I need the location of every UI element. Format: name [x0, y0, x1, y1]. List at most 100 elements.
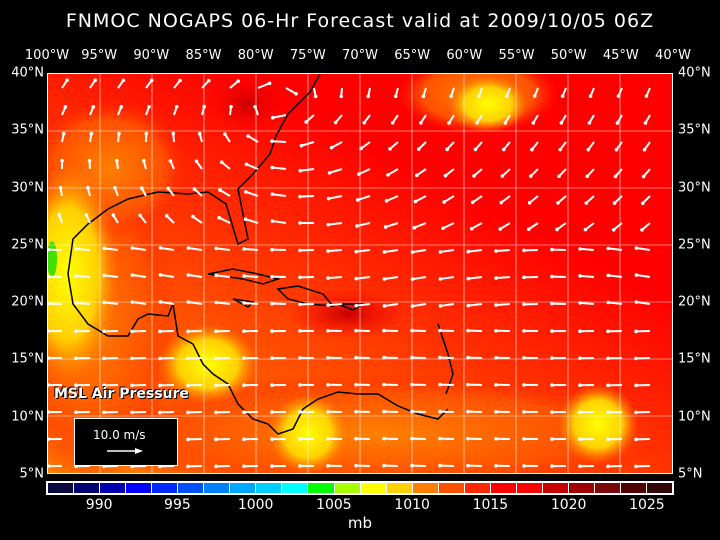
wind-arrow-head — [86, 185, 90, 190]
wind-arrow-head — [522, 275, 526, 280]
wind-arrow-head — [410, 382, 414, 387]
lat-label-right: 25°N — [678, 237, 711, 253]
lon-label: 45°W — [602, 48, 639, 63]
wind-arrow-head — [494, 409, 498, 414]
wind-arrow — [132, 301, 147, 305]
wind-arrow — [496, 276, 511, 280]
colorbar-swatch — [308, 483, 334, 493]
wind-arrow-head — [578, 464, 582, 469]
lon-label: 80°W — [237, 48, 274, 63]
colorbar-swatch — [152, 483, 178, 493]
wind-arrow — [440, 276, 455, 280]
wind-arrow — [584, 222, 595, 231]
wind-arrow-head — [242, 329, 246, 334]
wind-arrow-head — [410, 355, 414, 360]
wind-arrow-head — [390, 120, 395, 125]
wind-arrow-head — [46, 383, 50, 387]
lat-label-right: 30°N — [678, 180, 711, 196]
wind-arrow-head — [186, 300, 191, 304]
wind-arrow — [443, 195, 455, 203]
wind-arrow-head — [298, 410, 302, 414]
wind-arrow-head — [114, 158, 119, 163]
wind-arrow-head — [499, 200, 504, 205]
colorbar-swatch — [438, 483, 464, 493]
wind-arrow-head — [214, 300, 219, 305]
wind-arrow-head — [606, 273, 611, 278]
wind-arrow-head — [102, 329, 106, 334]
wind-arrow-head — [578, 356, 582, 361]
wind-arrow-head — [270, 115, 275, 120]
colorbar-unit: mb — [347, 514, 373, 532]
wind-arrow — [472, 195, 483, 204]
wind-arrow-head — [410, 328, 414, 333]
colorbar-swatch — [204, 483, 230, 493]
wind-arrow-head — [503, 121, 508, 125]
wind-arrow-head — [382, 328, 386, 333]
wind-arrow-head — [197, 131, 202, 136]
wind-arrow-head — [578, 437, 582, 442]
wind-arrow-head — [643, 121, 648, 125]
wind-arrow-head — [438, 355, 442, 360]
wind-arrow-head — [91, 105, 96, 109]
wind-arrow-head — [410, 277, 415, 281]
wind-arrow-head — [270, 383, 274, 387]
wind-arrow-head — [606, 437, 610, 442]
wind-arrow-head — [354, 463, 358, 468]
wind-arrow — [301, 141, 315, 147]
wind-arrow — [244, 274, 259, 278]
wind-arrow-head — [214, 273, 219, 278]
wind-arrow-head — [522, 248, 526, 253]
wind-arrow-head — [46, 329, 50, 333]
wind-arrow-head — [298, 275, 302, 280]
wind-arrow-head — [557, 174, 561, 179]
wind-arrow — [356, 222, 371, 227]
wind-arrow-head — [583, 227, 588, 232]
wind-arrow-head — [339, 94, 344, 99]
wind-arrow-head — [158, 273, 163, 277]
wind-arrow-head — [102, 246, 107, 251]
wind-arrow — [468, 303, 483, 307]
lat-lon-grid — [48, 74, 672, 473]
wind-arrow — [331, 141, 343, 149]
wind-arrow — [272, 193, 287, 197]
wind-arrow-head — [329, 145, 334, 150]
wind-arrow-head — [588, 94, 593, 98]
wind-arrow-head — [466, 328, 470, 333]
colorbar-swatch — [48, 483, 74, 493]
wind-arrow-head — [558, 147, 562, 152]
wind-arrow-head — [326, 463, 330, 468]
wind-arrow-head — [466, 276, 471, 281]
wind-arrow-head — [65, 78, 69, 82]
wind-arrow-head — [354, 303, 359, 308]
lat-label-left: 10°N — [11, 409, 44, 425]
wind-arrow — [496, 249, 511, 253]
wind-arrow-head — [186, 464, 190, 469]
wind-arrow — [246, 163, 259, 170]
wind-arrow-head — [298, 168, 303, 173]
lon-label: 65°W — [394, 48, 431, 63]
wind-arrow-head — [606, 329, 610, 334]
colorbar-tick-label: 995 — [164, 497, 191, 513]
wind-arrow-head — [382, 277, 387, 281]
wind-arrow-head — [242, 301, 246, 305]
lat-label-left: 35°N — [11, 122, 44, 138]
colorbar-swatch — [647, 483, 673, 493]
wind-arrow — [580, 247, 595, 251]
wind-arrow-head — [445, 147, 449, 152]
wind-arrow-head — [644, 94, 649, 98]
wind-arrow — [440, 249, 455, 253]
wind-arrow-head — [298, 302, 302, 307]
wind-arrow-head — [243, 217, 248, 222]
wind-arrow — [272, 220, 287, 224]
wind-arrow-head — [242, 464, 246, 469]
wind-arrow — [192, 215, 203, 224]
wind-arrow-head — [550, 274, 554, 279]
wind-arrow — [385, 222, 399, 228]
wind-arrow-head — [326, 222, 331, 227]
wind-arrow-head — [410, 436, 414, 441]
wind-arrow-head — [494, 382, 498, 387]
wind-arrow-head — [117, 131, 121, 136]
wind-arrow-head — [442, 200, 446, 204]
wind-arrow-head — [382, 250, 387, 254]
wind-arrow — [412, 249, 427, 254]
